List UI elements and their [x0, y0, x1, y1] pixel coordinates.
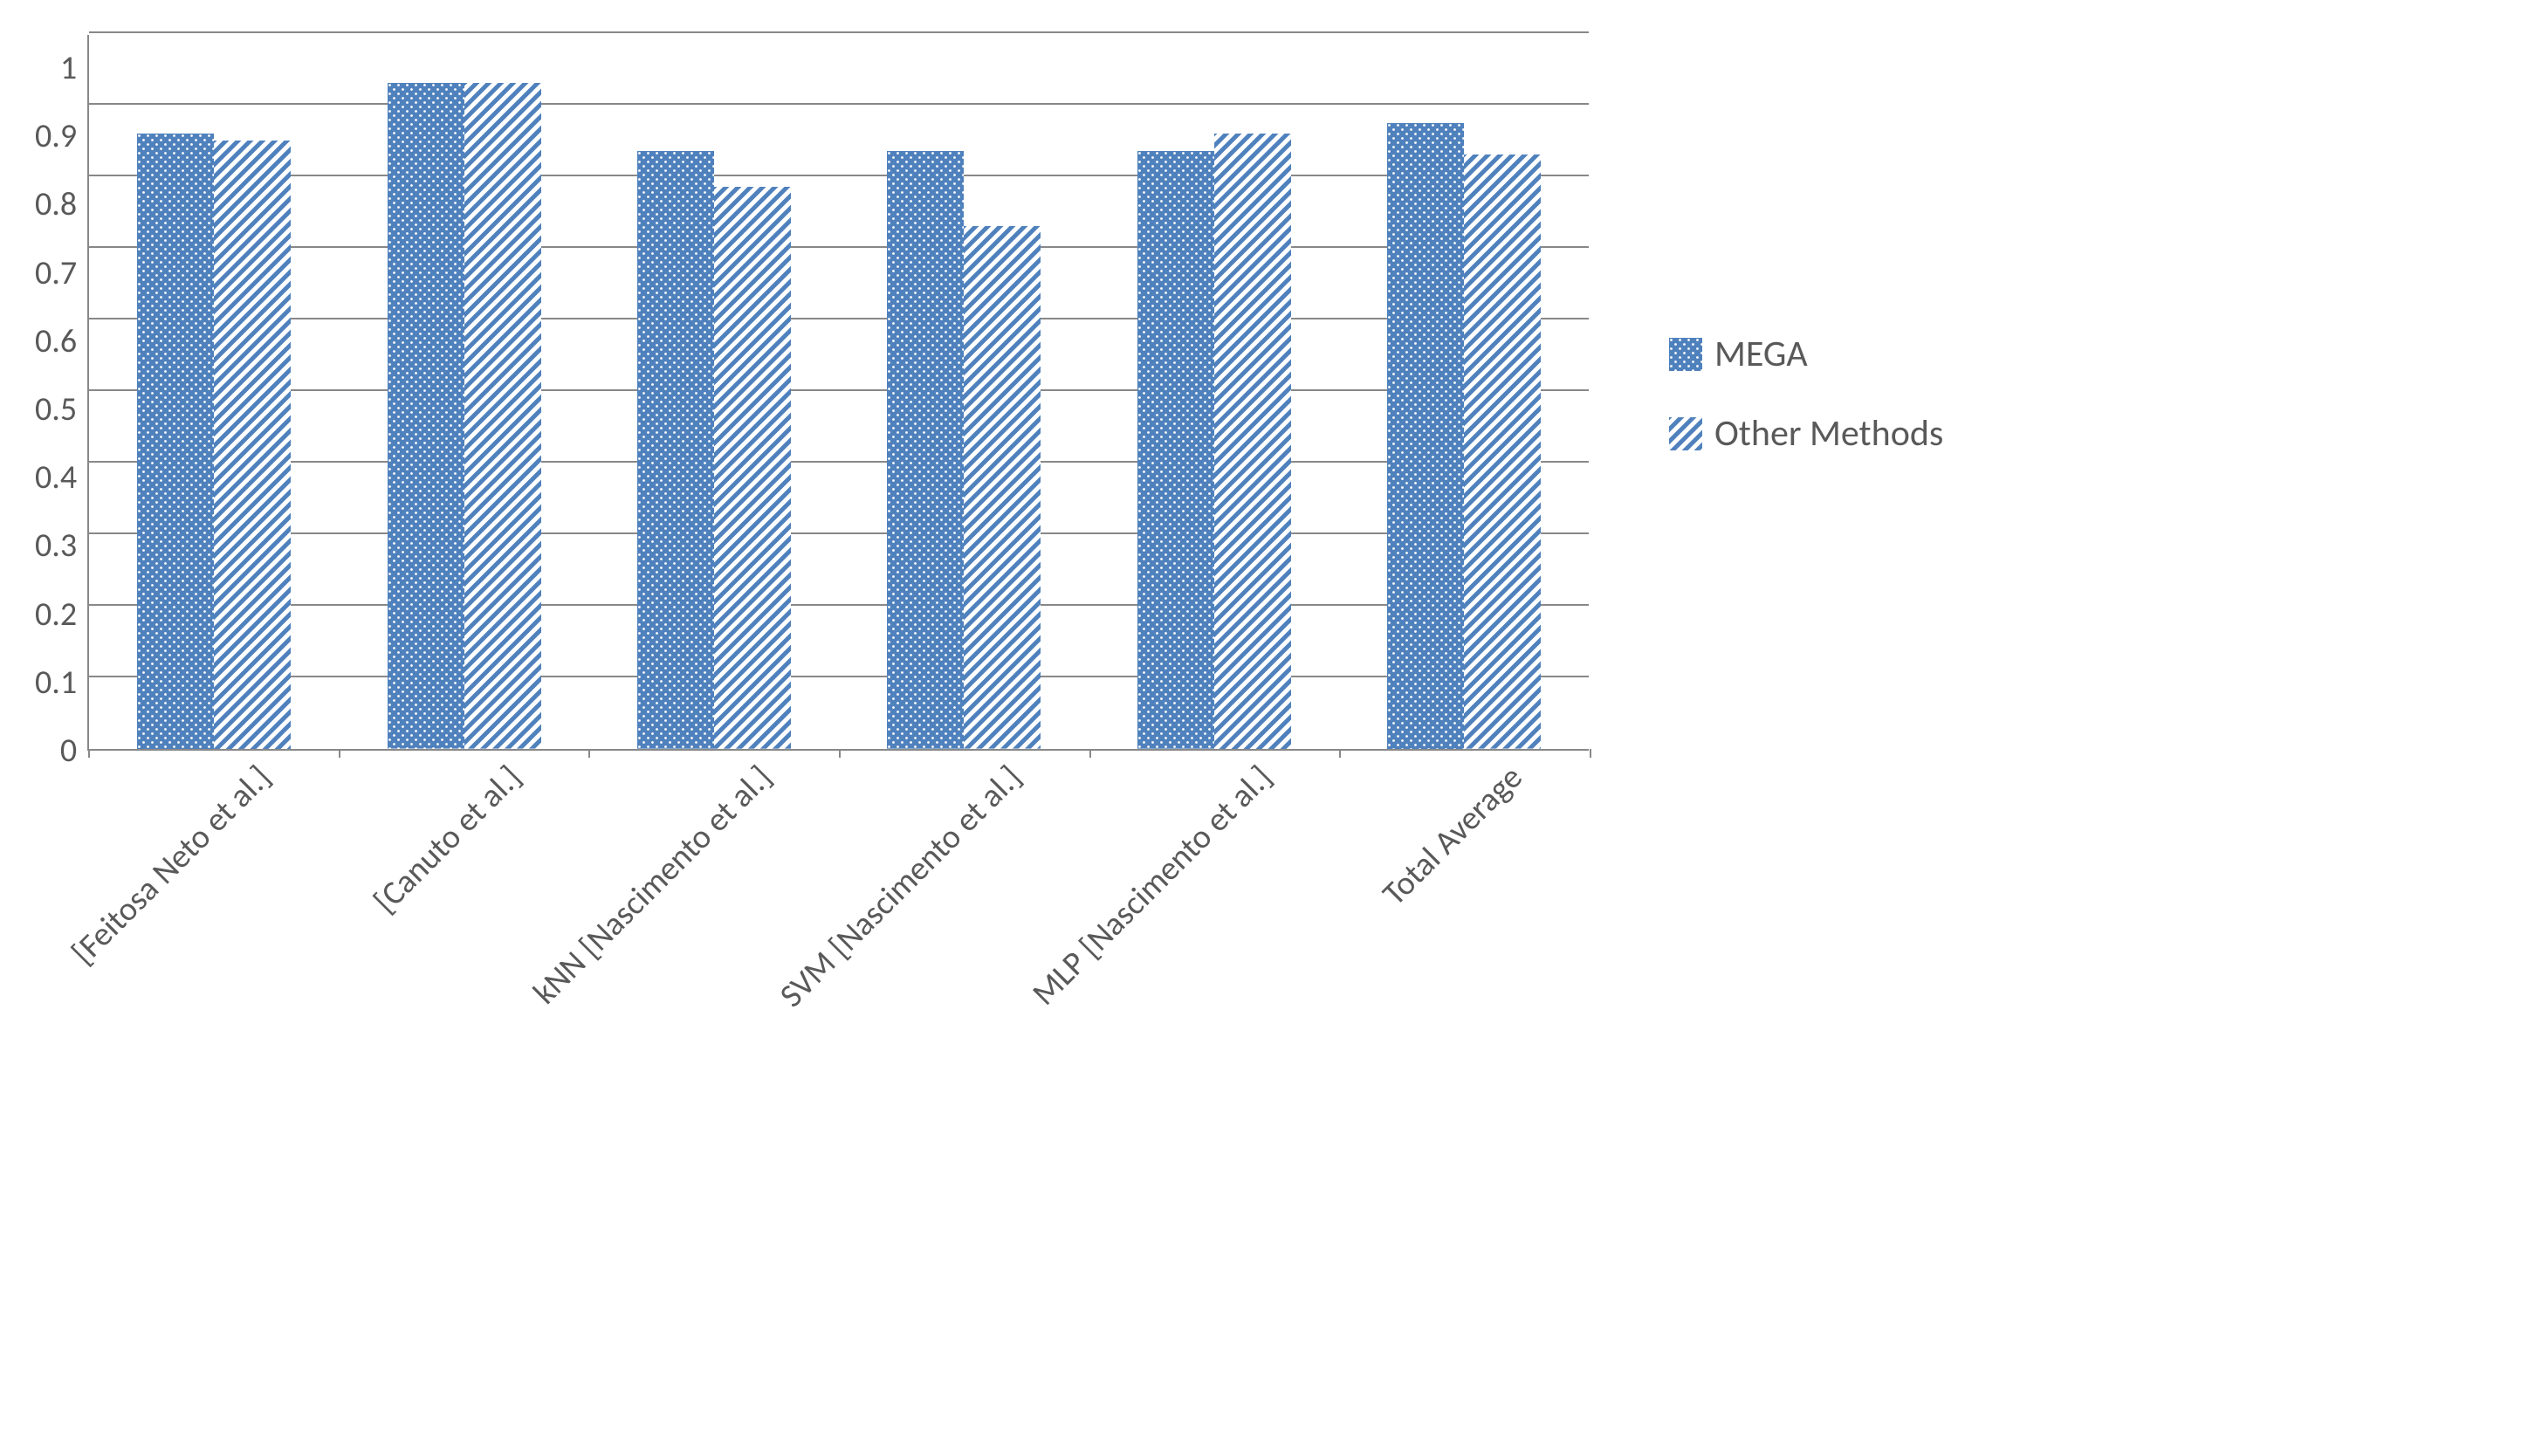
bar	[1137, 151, 1214, 749]
plot-region	[87, 35, 1589, 751]
bar-group	[388, 83, 541, 749]
y-tick-label: 1	[60, 52, 77, 85]
bar-group	[1137, 134, 1291, 749]
y-tick-label: 0.1	[35, 666, 77, 699]
legend-item: MEGA	[1669, 332, 1943, 376]
legend-label: MEGA	[1714, 332, 1808, 376]
bar-group	[637, 151, 791, 749]
y-tick-label: 0.2	[35, 598, 77, 631]
bar	[388, 83, 464, 749]
y-tick-label: 0	[60, 734, 77, 767]
legend-label: Other Methods	[1714, 411, 1943, 456]
bar	[1387, 123, 1464, 750]
y-tick-label: 0.7	[35, 257, 77, 290]
y-tick-label: 0.6	[35, 325, 77, 358]
chart-container: 1 0.9 0.8 0.7 0.6 0.5 0.4 0.3 0.2 0.1 0 [Feitosa N…	[35, 35, 2507, 1117]
bar	[637, 151, 714, 749]
legend: MEGA Other Methods	[1669, 332, 1943, 456]
x-tick-label: [Feitosa Neto et al.]	[64, 758, 279, 973]
x-tick-label: MLP [Nascimento et al.]	[1024, 758, 1280, 1013]
x-tick-label: SVM [Nascimento et al.]	[772, 758, 1030, 1016]
x-tick-label: kNN [Nascimento et al.]	[525, 758, 780, 1013]
bar	[1214, 134, 1291, 749]
bar-group	[137, 134, 291, 749]
bar	[464, 83, 541, 749]
bar	[214, 141, 291, 749]
y-tick-label: 0.4	[35, 461, 77, 494]
bars-layer	[89, 35, 1589, 749]
y-tick-label: 0.5	[35, 393, 77, 426]
y-tick-label: 0.9	[35, 120, 77, 153]
bar-group	[887, 151, 1041, 749]
plot-wrapper: 10.90.80.70.60.50.40.30.20.10	[35, 35, 1617, 751]
gridline	[89, 31, 1589, 33]
bar	[887, 151, 964, 749]
legend-swatch	[1669, 417, 1702, 450]
bar	[137, 134, 214, 749]
y-axis: 10.90.80.70.60.50.40.30.20.10	[35, 35, 87, 751]
legend-item: Other Methods	[1669, 411, 1943, 456]
y-tick-label: 0.3	[35, 529, 77, 562]
bar	[1464, 155, 1541, 749]
x-tickmark	[88, 749, 90, 758]
legend-swatch	[1669, 338, 1702, 371]
bar	[964, 226, 1041, 749]
y-tick-label: 0.8	[35, 188, 77, 221]
x-tick-label: Total Average	[1374, 758, 1530, 914]
bar	[714, 187, 791, 749]
bar-group	[1387, 123, 1541, 750]
chart-area: 1 0.9 0.8 0.7 0.6 0.5 0.4 0.3 0.2 0.1 0 [Feitosa N…	[35, 35, 1617, 1117]
x-tick-label: [Canuto et al.]	[366, 758, 530, 922]
x-axis: [Feitosa Neto et al.][Canuto et al.]kNN …	[115, 751, 1617, 1117]
